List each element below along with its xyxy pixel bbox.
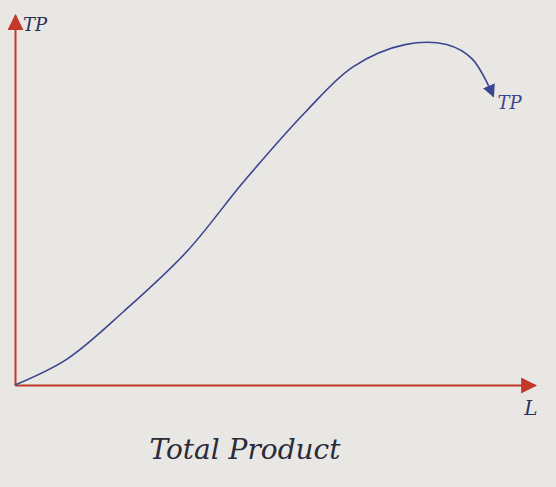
x-axis-line [16,385,536,387]
x-axis-title: L [523,396,537,420]
series-group [15,42,493,385]
y-axis-title: TP [23,14,48,35]
x-axis [16,385,536,386]
y-axis-line [15,16,17,386]
y-axis [15,16,16,386]
chart-title: Total Product [149,433,341,466]
chart: TP TP L Total Product [0,0,556,487]
series-line [15,42,493,385]
plot-area: TP TP L [15,14,538,420]
series-label: TP [497,92,522,113]
